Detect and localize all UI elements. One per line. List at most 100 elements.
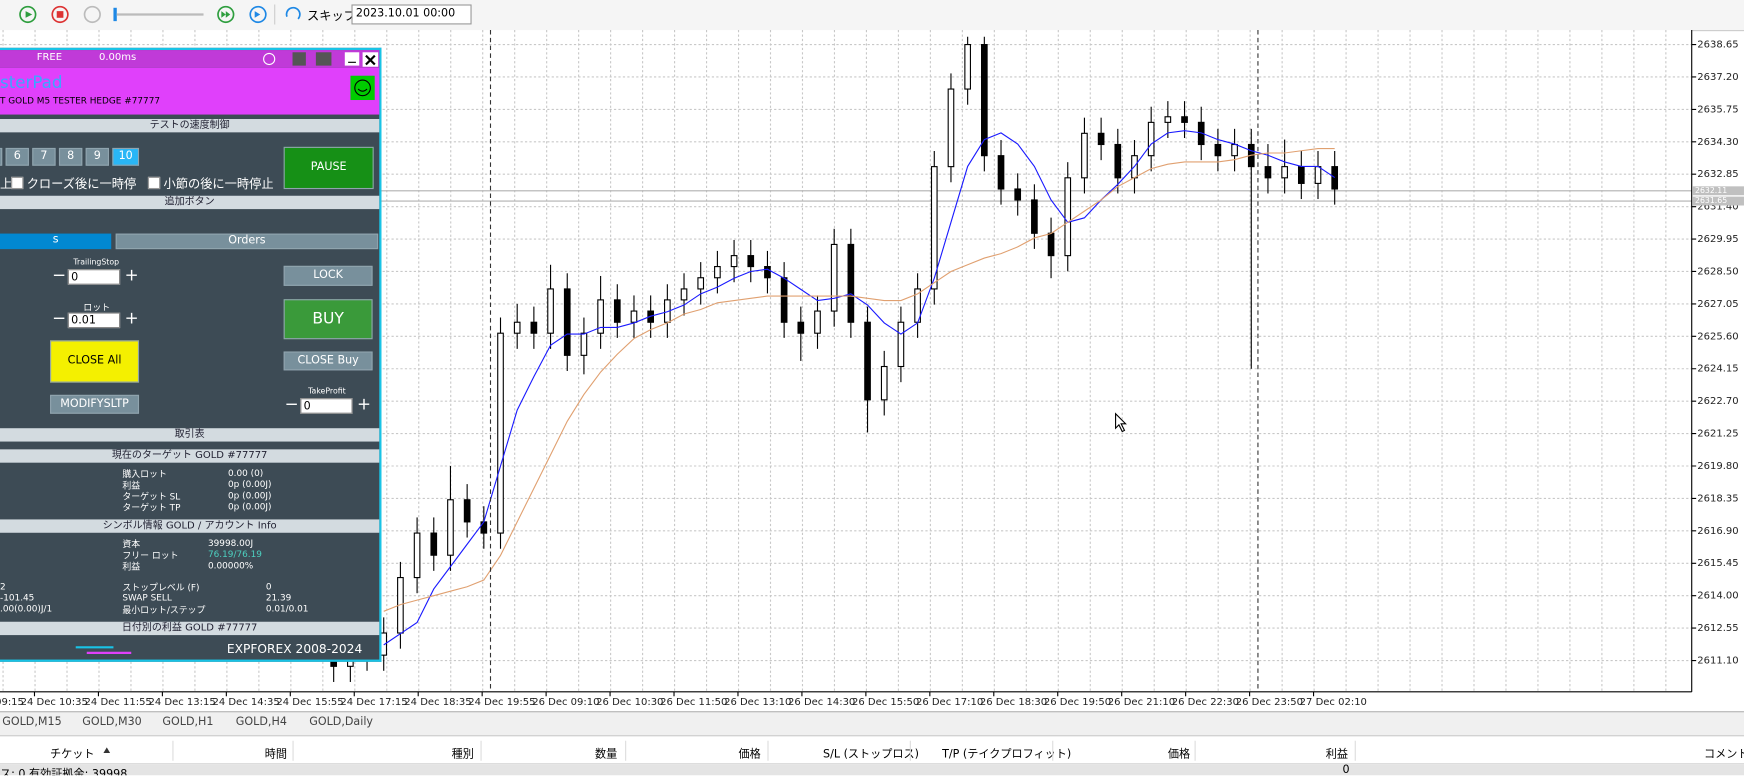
column-divider — [1194, 740, 1196, 761]
column-divider — [172, 740, 174, 761]
x-tick-label: 24 Dec 18:35 — [404, 697, 471, 708]
tp-input[interactable]: 0 — [300, 398, 353, 414]
profit-total: 0 — [1342, 764, 1350, 776]
column-header[interactable]: T/P (テイクプロフィット) — [942, 748, 1072, 761]
speed-button[interactable]: 10 — [112, 147, 140, 166]
y-tick-label: 2627.05 — [1697, 299, 1738, 310]
column-header[interactable]: 時間 — [264, 748, 287, 761]
candle-body — [530, 321, 538, 334]
logo — [75, 646, 132, 654]
info-text: 0p (0.00J) — [228, 479, 272, 490]
moving-average — [383, 130, 1335, 646]
speed-button[interactable]: 6 — [5, 147, 29, 166]
candle-body — [864, 321, 871, 401]
column-header[interactable]: 価格 — [738, 748, 761, 761]
y-tick-label: 2622.70 — [1697, 396, 1738, 407]
pause-button[interactable]: PAUSE — [283, 146, 374, 190]
checkbox[interactable] — [11, 176, 24, 190]
speed-button[interactable]: 9 — [85, 147, 109, 166]
column-header[interactable]: 利益 — [1325, 748, 1349, 761]
field-label: TakeProfit — [308, 387, 346, 396]
candle-body — [814, 310, 821, 334]
column-divider — [767, 740, 769, 761]
lock-button[interactable]: LOCK — [283, 265, 373, 286]
speed-button[interactable] — [0, 147, 3, 166]
section-header[interactable]: 取引表 — [0, 428, 380, 442]
speed-button[interactable]: 8 — [58, 147, 83, 166]
candle-body — [780, 277, 788, 323]
header-icons — [263, 52, 379, 67]
candle-body — [513, 321, 521, 334]
candle-body — [947, 88, 955, 168]
tab[interactable]: Orders — [115, 233, 379, 250]
decrement[interactable]: − — [52, 308, 67, 329]
speed-button[interactable]: 7 — [32, 147, 56, 166]
info-text: 0p (0.00J) — [228, 501, 272, 512]
x-tick-label: 26 Dec 18:30 — [980, 697, 1047, 708]
price-label: 2632.11 — [1695, 186, 1727, 195]
y-tick-label: 2631.40 — [1697, 202, 1738, 213]
info-text: 最小ロット/ステップ — [122, 605, 206, 616]
x-tick-label: 24 Dec 15:55 — [276, 697, 343, 708]
close-buy-button[interactable]: CLOSE Buy — [283, 351, 373, 371]
section-header[interactable]: 追加ボタン — [0, 195, 380, 210]
info-text: ストップレベル (F) — [122, 582, 200, 593]
info-text: 2 — [0, 581, 6, 592]
footer-brand: EXPFOREX 2008-2024 — [226, 641, 363, 657]
increment[interactable]: + — [357, 393, 372, 414]
x-tick-label: 26 Dec 21:10 — [1108, 697, 1175, 708]
x-tick-label: 26 Dec 13:10 — [724, 697, 791, 708]
y-tick-label: 2628.50 — [1697, 266, 1738, 277]
date-input[interactable]: 2023.10.01 00:00 — [351, 4, 472, 25]
y-tick-label: 2619.80 — [1697, 461, 1738, 472]
column-header[interactable]: S/L (ストップロス) — [823, 748, 920, 761]
symbol-tab[interactable]: GOLD,H4 — [235, 716, 287, 729]
candle-body — [880, 365, 888, 401]
latency: 0.00ms — [98, 52, 137, 64]
candle-body — [714, 266, 721, 279]
modify-button[interactable]: MODIFYSLTP — [50, 394, 140, 414]
moving-average — [383, 147, 1335, 612]
y-tick-label: 2614.00 — [1697, 591, 1738, 602]
candle-body — [1164, 116, 1172, 123]
candle-body — [413, 532, 421, 579]
symbol-tab[interactable]: GOLD,M30 — [82, 716, 142, 729]
y-tick-label: 2632.85 — [1697, 169, 1738, 180]
skip-label[interactable]: スキップ — [306, 8, 356, 24]
symbol-tab[interactable]: GOLD,Daily — [309, 716, 374, 729]
section-header[interactable]: シンボル情報 GOLD / アカウント Info — [0, 519, 380, 533]
checkbox[interactable] — [147, 176, 161, 190]
column-header[interactable]: 価格 — [1167, 748, 1191, 761]
candle-body — [1097, 132, 1105, 146]
section-header[interactable]: 現在のターゲット GOLD #77777 — [0, 449, 380, 463]
symbol-tab[interactable]: GOLD,M15 — [2, 716, 62, 729]
buy-button[interactable]: BUY — [283, 299, 373, 340]
column-header[interactable]: 数量 — [595, 748, 618, 761]
y-tick-label: 2615.45 — [1697, 558, 1738, 569]
decrement[interactable]: − — [284, 393, 299, 414]
column-header[interactable]: 種別 — [451, 748, 474, 761]
tab[interactable]: s — [0, 233, 112, 250]
candle-body — [1031, 199, 1038, 234]
symbol-tab[interactable]: GOLD,H1 — [162, 716, 214, 729]
candle-body — [1297, 166, 1305, 184]
increment[interactable]: + — [124, 264, 139, 285]
section-header[interactable]: 日付別の利益 GOLD #77777 — [0, 621, 380, 636]
close-all-button[interactable]: CLOSE All — [50, 340, 140, 383]
sort-indicator — [103, 747, 111, 753]
column-header[interactable]: チケット — [50, 748, 95, 761]
section-header[interactable]: テストの速度制御 — [0, 119, 380, 133]
candle-body — [964, 44, 971, 90]
column-header[interactable]: コメント — [1703, 748, 1744, 761]
increment[interactable]: + — [124, 308, 139, 329]
price-label: 2631.65 — [1695, 196, 1727, 205]
table-header: チケット 時間 種別 数量 価格 S/L (ストップロス) T/P (テイクプロフィット) 価… — [0, 738, 1744, 765]
decrement[interactable]: − — [52, 264, 67, 285]
info-text: 21.39 — [265, 592, 292, 603]
lot-input[interactable]: 0.01 — [67, 312, 121, 329]
y-tick-label: 2638.65 — [1697, 40, 1738, 51]
trailing-input[interactable]: 0 — [67, 269, 121, 285]
x-tick-label: 26 Dec 19:50 — [1044, 697, 1111, 708]
x-tick-label: 27 Dec 02:10 — [1300, 697, 1367, 708]
candle-body — [1181, 116, 1188, 123]
